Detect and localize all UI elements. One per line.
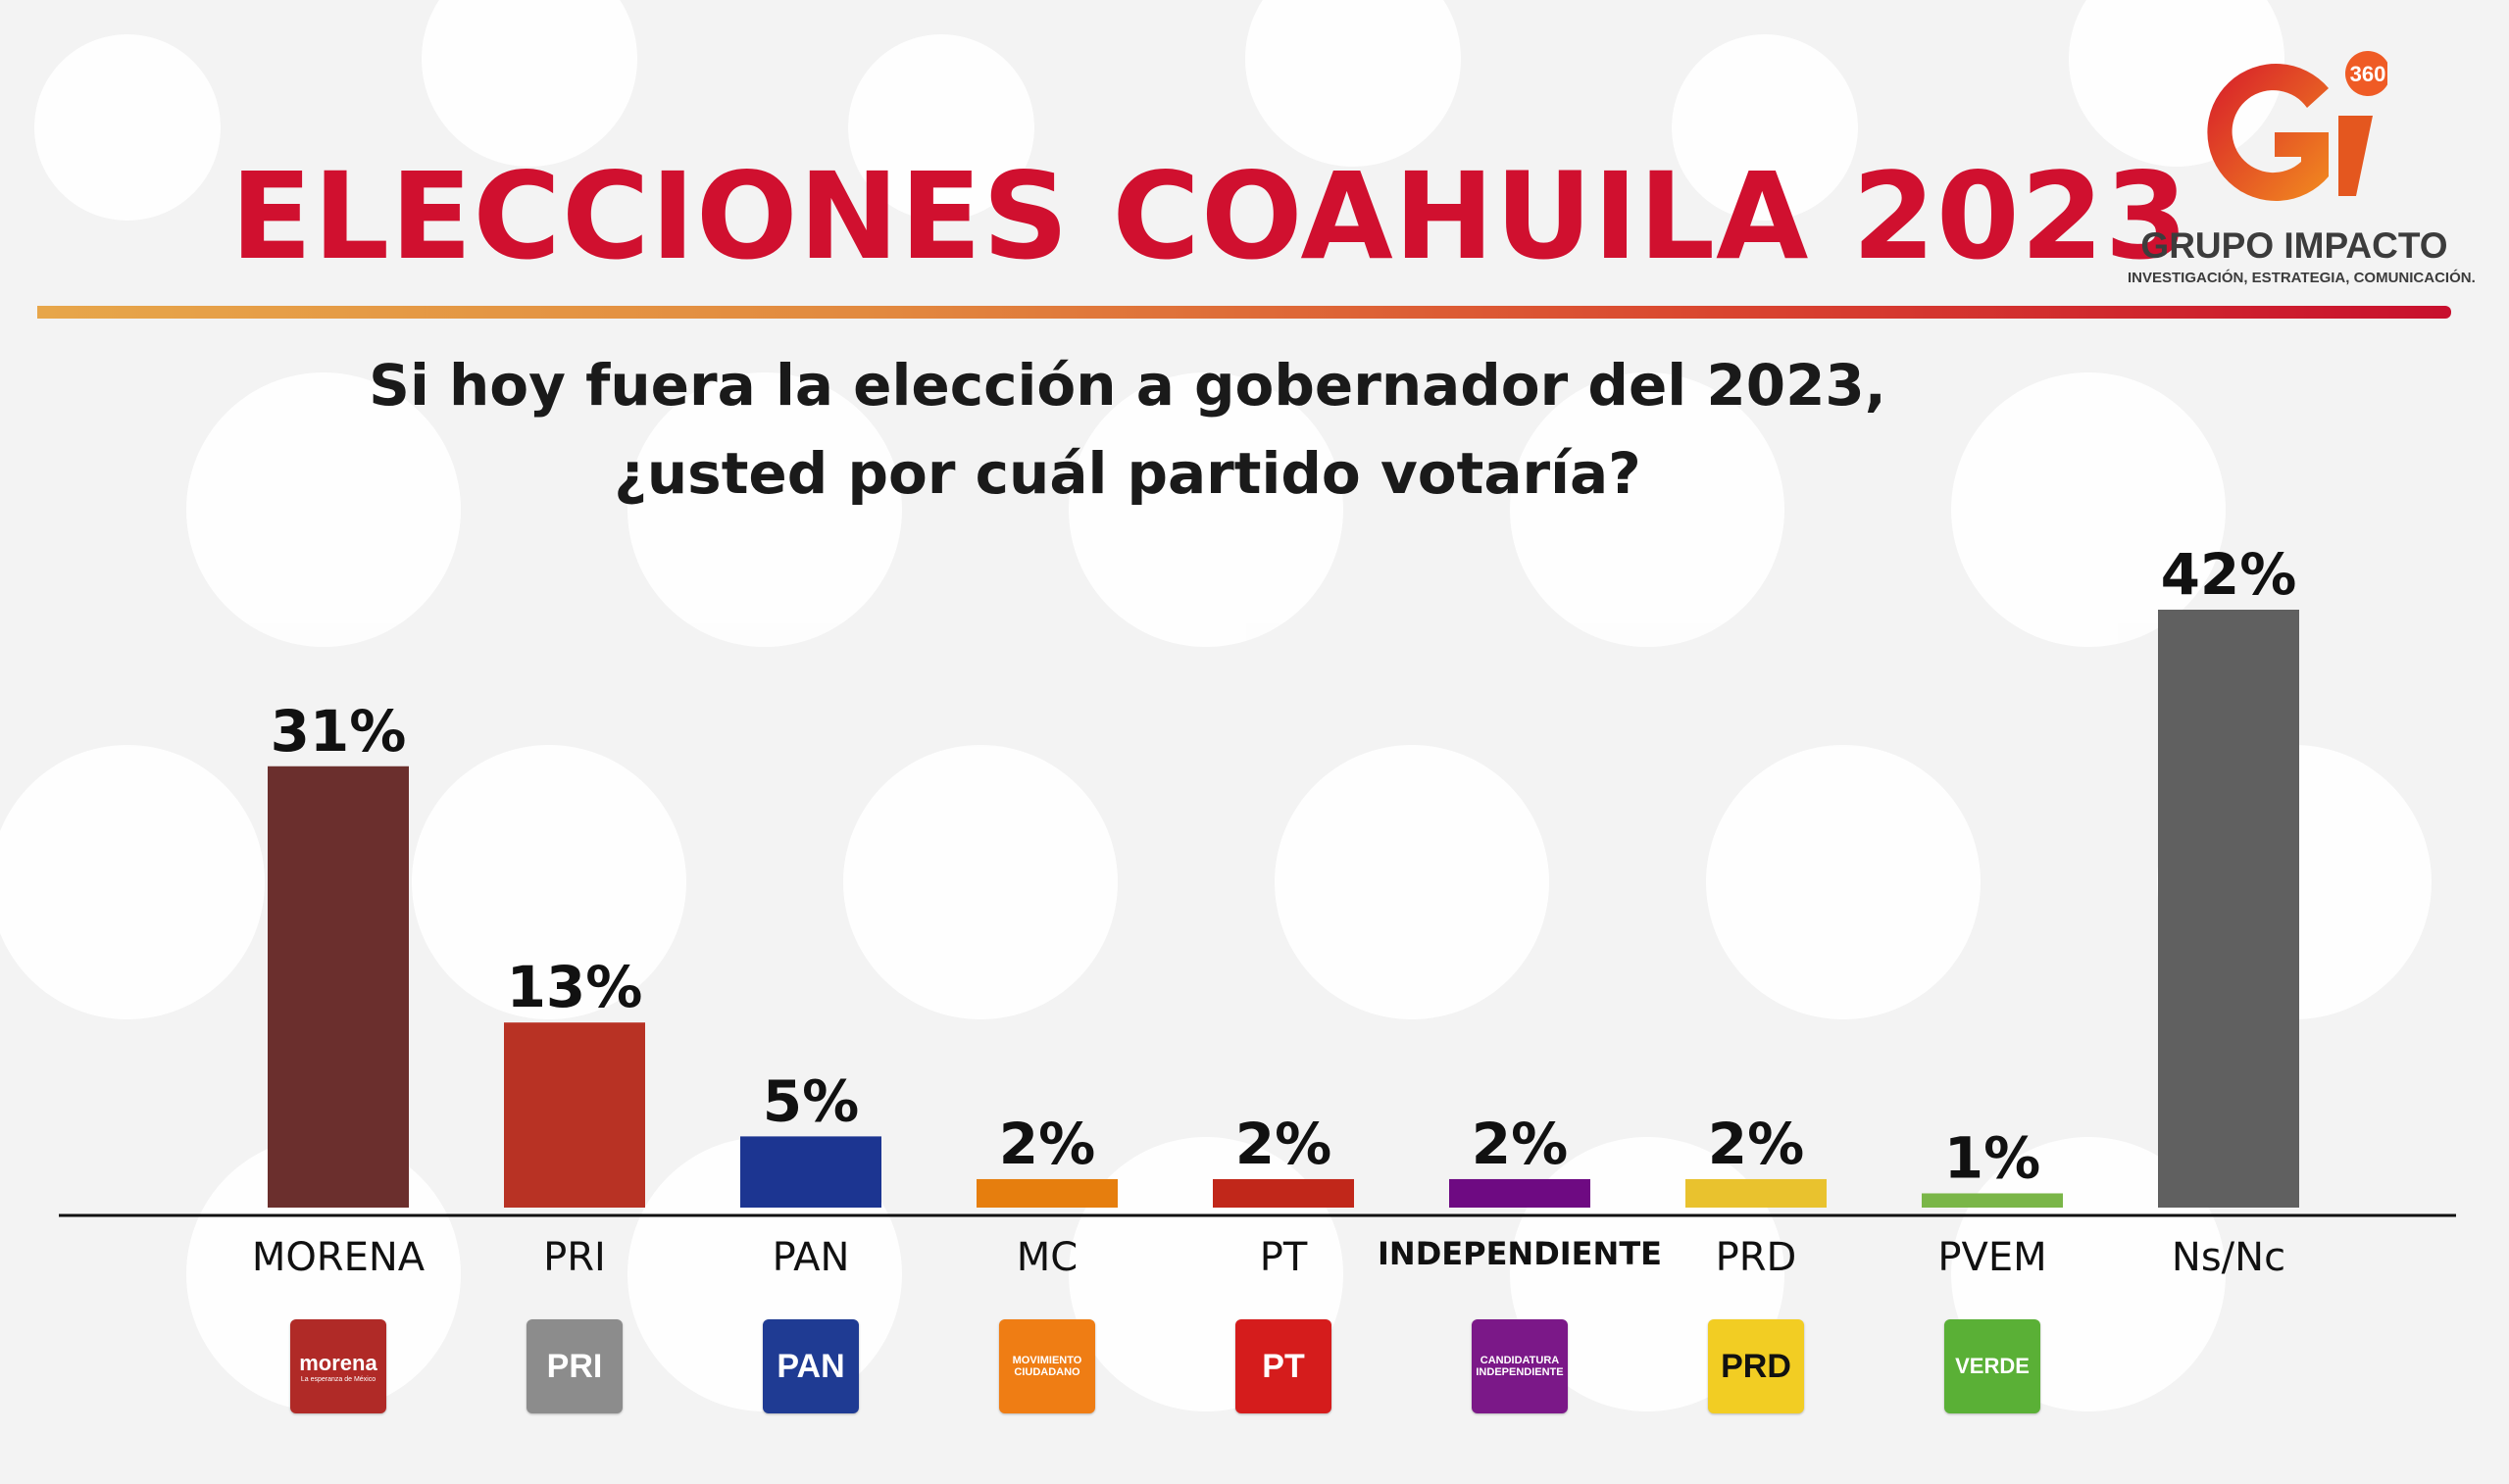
svg-text:360: 360 (2350, 62, 2386, 86)
category-label-prd: PRD (1716, 1235, 1797, 1280)
value-label-pvem: 1% (1944, 1124, 2040, 1191)
bar-pri (504, 1022, 645, 1208)
brand-name: GRUPO IMPACTO (2140, 225, 2448, 266)
value-label-pt: 2% (1235, 1111, 1331, 1177)
value-label-mc: 2% (999, 1111, 1095, 1177)
category-label-independiente: INDEPENDIENTE (1378, 1235, 1662, 1272)
pan-logo-icon: PAN (763, 1319, 859, 1413)
survey-question: Si hoy fuera la elección a gobernador de… (294, 341, 1961, 518)
pt-logo-icon: PT (1235, 1319, 1331, 1413)
category-label-pt: PT (1260, 1235, 1308, 1280)
pri-logo-icon: PRI (527, 1319, 623, 1413)
verde-logo-icon: VERDE (1944, 1319, 2040, 1413)
page-title: ELECCIONES COAHUILA 2023 (230, 147, 2189, 286)
category-label-mc: MC (1017, 1235, 1078, 1280)
value-label-pri: 13% (507, 954, 643, 1020)
bar-pan (740, 1136, 881, 1208)
mc-logo-icon: MOVIMIENTO CIUDADANO (999, 1319, 1095, 1413)
value-label-prd: 2% (1708, 1111, 1804, 1177)
bar-morena (268, 766, 409, 1208)
question-line-2: ¿usted por cuál partido votaría? (614, 440, 1641, 507)
value-label-independiente: 2% (1472, 1111, 1568, 1177)
title-divider (37, 306, 2451, 319)
value-label-morena: 31% (271, 698, 407, 765)
category-label-pan: PAN (773, 1235, 850, 1280)
value-label-pan: 5% (763, 1067, 859, 1134)
question-line-1: Si hoy fuera la elección a gobernador de… (369, 352, 1886, 419)
prd-logo-icon: PRD (1708, 1319, 1804, 1413)
category-label-ns-nc: Ns/Nc (2172, 1235, 2285, 1280)
gi-360-logo-icon: 360 (2207, 51, 2387, 201)
category-label-morena: MORENA (252, 1235, 426, 1280)
value-label-ns-nc: 42% (2161, 541, 2297, 608)
bar-independiente (1449, 1178, 1590, 1208)
bar-ns-nc (2158, 610, 2299, 1208)
bar-pvem (1922, 1193, 2063, 1208)
bar-prd (1685, 1178, 1827, 1208)
bar-mc (977, 1178, 1118, 1208)
brand-tagline: INVESTIGACIÓN, ESTRATEGIA, COMUNICACIÓN. (2128, 270, 2476, 286)
independiente-logo-icon: CANDIDATURA INDEPENDIENTE (1472, 1319, 1568, 1413)
morena-logo-icon: morena La esperanza de México (290, 1319, 386, 1413)
category-label-pvem: PVEM (1937, 1235, 2046, 1280)
grupo-impacto-logo: 360 GRUPO IMPACTO INVESTIGACIÓN, ESTRATE… (2128, 39, 2476, 294)
category-label-pri: PRI (543, 1235, 606, 1280)
bar-pt (1213, 1178, 1354, 1208)
